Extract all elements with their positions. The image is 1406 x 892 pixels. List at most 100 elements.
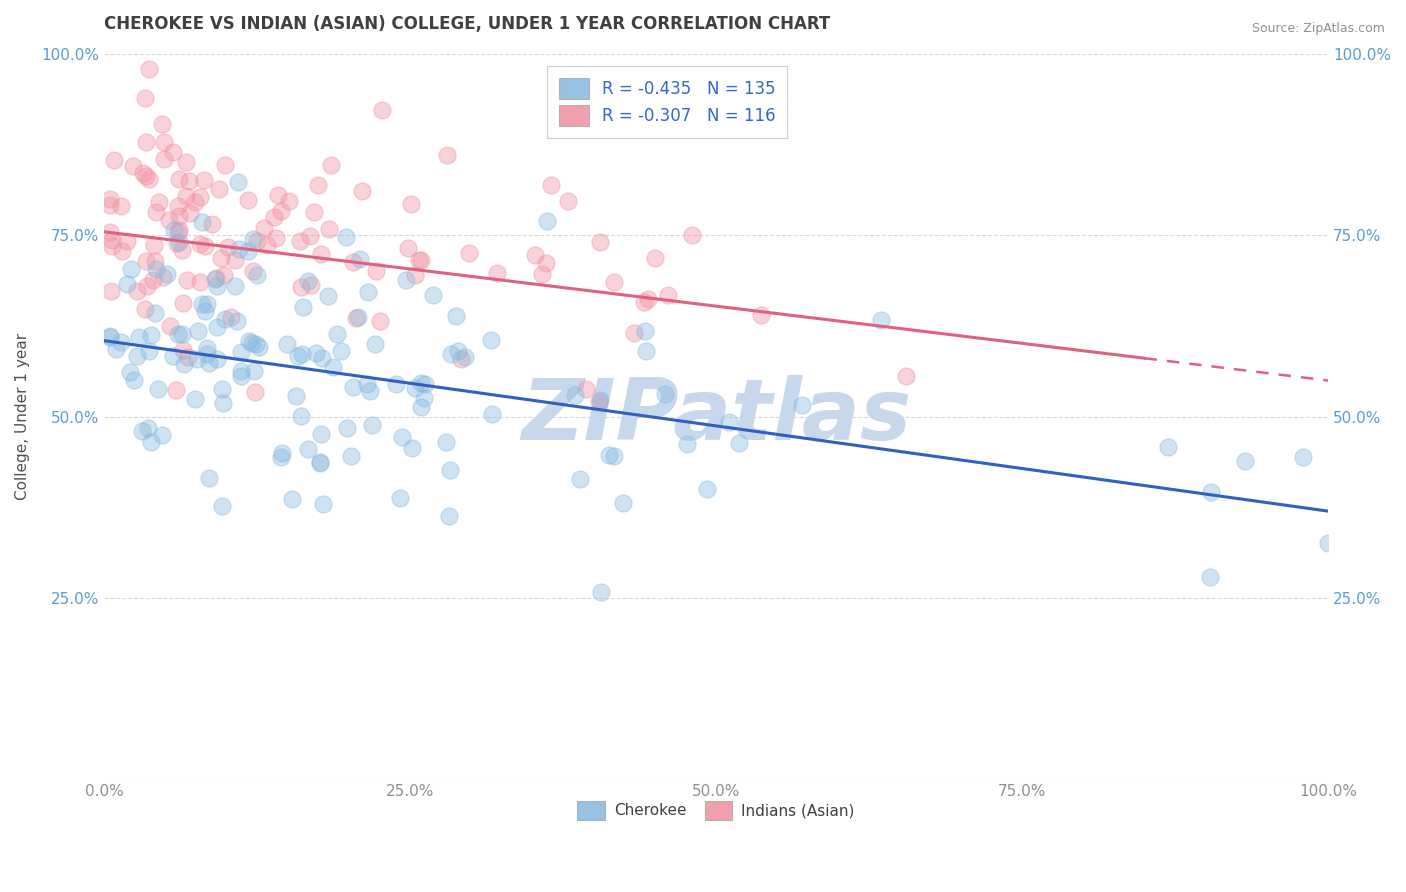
Point bbox=[221, 310, 243, 324]
Point bbox=[342, 255, 364, 269]
Point bbox=[176, 273, 198, 287]
Point bbox=[440, 346, 463, 360]
Point bbox=[485, 266, 508, 280]
Point bbox=[195, 341, 218, 355]
Point bbox=[256, 237, 278, 252]
Point bbox=[229, 364, 252, 378]
Point bbox=[602, 275, 624, 289]
Point bbox=[364, 337, 387, 351]
Point bbox=[167, 172, 190, 186]
Point bbox=[226, 175, 249, 189]
Point bbox=[150, 117, 173, 131]
Point bbox=[264, 230, 287, 244]
Point bbox=[167, 235, 190, 249]
Point bbox=[135, 253, 157, 268]
Point bbox=[163, 223, 186, 237]
Point bbox=[176, 154, 198, 169]
Point bbox=[718, 415, 741, 429]
Point bbox=[145, 261, 167, 276]
Point bbox=[145, 204, 167, 219]
Point bbox=[404, 268, 426, 283]
Point bbox=[98, 329, 121, 343]
Point bbox=[575, 382, 598, 396]
Point bbox=[194, 239, 217, 253]
Point bbox=[172, 244, 194, 258]
Point bbox=[588, 395, 610, 409]
Point bbox=[623, 326, 645, 340]
Point bbox=[644, 252, 666, 266]
Point bbox=[228, 242, 250, 256]
Point bbox=[330, 343, 353, 358]
Point bbox=[302, 205, 325, 219]
Point bbox=[245, 337, 267, 351]
Point bbox=[127, 284, 149, 298]
Point bbox=[110, 334, 132, 349]
Point bbox=[190, 215, 212, 229]
Point bbox=[536, 214, 558, 228]
Point bbox=[409, 400, 432, 414]
Point bbox=[311, 351, 333, 365]
Text: ZIPatlas: ZIPatlas bbox=[522, 376, 911, 458]
Point bbox=[100, 233, 122, 247]
Point bbox=[634, 325, 657, 339]
Point bbox=[207, 320, 229, 334]
Point bbox=[242, 364, 264, 378]
Point bbox=[148, 382, 170, 396]
Point bbox=[318, 221, 340, 235]
Legend: Cherokee, Indians (Asian): Cherokee, Indians (Asian) bbox=[571, 795, 860, 826]
Point bbox=[291, 347, 314, 361]
Point bbox=[352, 184, 374, 198]
Text: Source: ZipAtlas.com: Source: ZipAtlas.com bbox=[1251, 22, 1385, 36]
Point bbox=[101, 239, 124, 253]
Point bbox=[696, 482, 718, 496]
Point bbox=[212, 396, 235, 410]
Point bbox=[1292, 450, 1315, 465]
Point bbox=[209, 251, 232, 265]
Point bbox=[193, 173, 215, 187]
Point bbox=[242, 263, 264, 277]
Point bbox=[214, 268, 236, 283]
Point bbox=[208, 181, 231, 195]
Point bbox=[167, 209, 190, 223]
Point bbox=[557, 194, 579, 209]
Point bbox=[159, 319, 181, 334]
Point bbox=[167, 223, 190, 237]
Point bbox=[195, 297, 218, 311]
Point bbox=[172, 343, 194, 357]
Point bbox=[115, 234, 138, 248]
Point bbox=[347, 310, 370, 324]
Point bbox=[311, 246, 333, 260]
Point bbox=[388, 491, 411, 505]
Point bbox=[134, 90, 156, 104]
Point bbox=[307, 178, 329, 192]
Point bbox=[173, 358, 195, 372]
Point bbox=[371, 103, 394, 117]
Text: CHEROKEE VS INDIAN (ASIAN) COLLEGE, UNDER 1 YEAR CORRELATION CHART: CHEROKEE VS INDIAN (ASIAN) COLLEGE, UNDE… bbox=[104, 15, 830, 33]
Point bbox=[361, 418, 384, 433]
Point bbox=[290, 409, 312, 423]
Point bbox=[434, 434, 457, 449]
Point bbox=[309, 427, 332, 442]
Point bbox=[316, 289, 339, 303]
Point bbox=[103, 153, 125, 168]
Point bbox=[162, 350, 184, 364]
Point bbox=[205, 351, 228, 366]
Point bbox=[236, 194, 259, 208]
Point bbox=[135, 135, 157, 149]
Point bbox=[603, 449, 626, 463]
Point bbox=[728, 436, 751, 450]
Point bbox=[98, 225, 121, 239]
Point bbox=[120, 261, 142, 276]
Point bbox=[131, 424, 153, 438]
Point bbox=[238, 244, 260, 259]
Point bbox=[422, 288, 444, 302]
Point bbox=[205, 271, 228, 285]
Point bbox=[184, 392, 207, 407]
Point bbox=[359, 384, 381, 399]
Point bbox=[399, 196, 422, 211]
Point bbox=[243, 384, 266, 399]
Point bbox=[167, 199, 190, 213]
Point bbox=[166, 236, 188, 251]
Point bbox=[312, 497, 335, 511]
Point bbox=[568, 472, 591, 486]
